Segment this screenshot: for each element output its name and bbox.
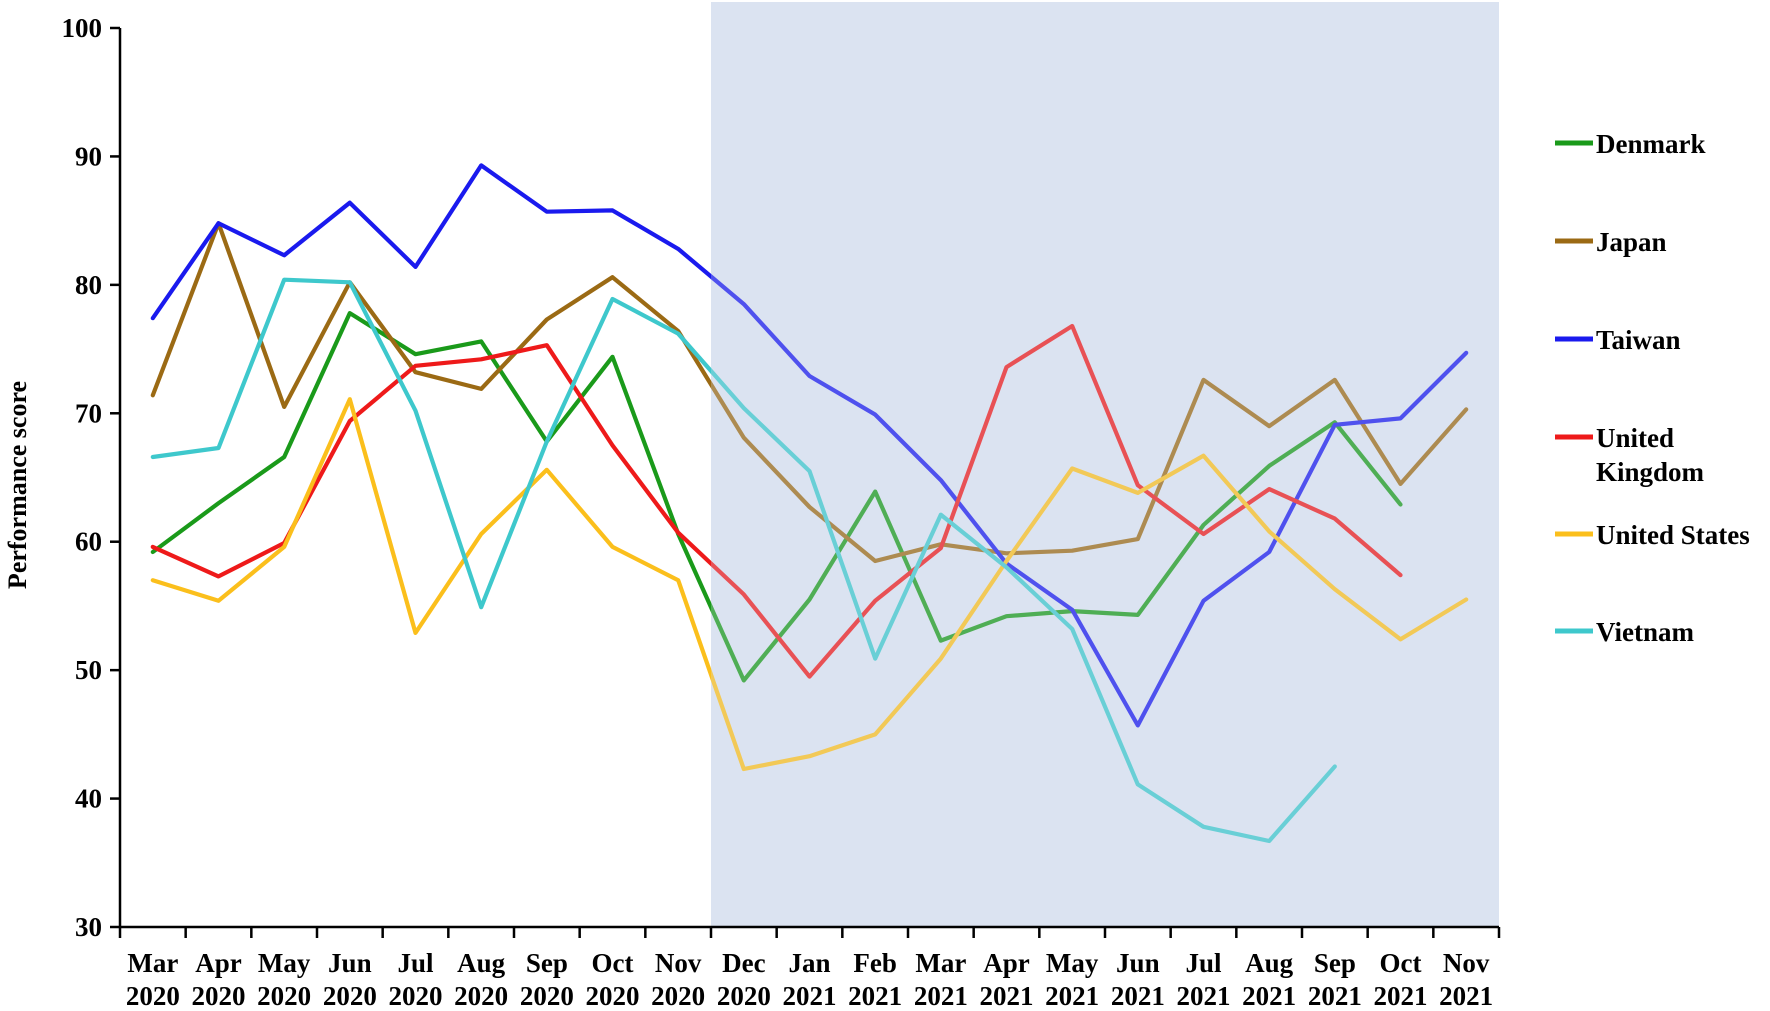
x-tick-label-month: Oct [592, 948, 634, 978]
x-tick-label-month: Apr [983, 948, 1030, 978]
x-tick-label-month: Jul [1185, 948, 1222, 978]
x-tick-label-year: 2021 [1111, 981, 1165, 1011]
x-tick-label-month: May [1046, 948, 1099, 978]
x-tick-label-month: Nov [655, 948, 702, 978]
legend: Denmark Japan Taiwan United Kingdom United St… [1555, 129, 1750, 647]
legend-label: Vietnam [1596, 617, 1694, 647]
x-tick-label-month: Feb [853, 948, 897, 978]
x-tick-label-year: 2021 [1242, 981, 1296, 1011]
x-tick-label-month: Jun [328, 948, 372, 978]
y-tick-label: 60 [75, 527, 102, 557]
x-tick-label-month: Oct [1380, 948, 1422, 978]
legend-label: Kingdom [1596, 457, 1705, 487]
x-tick-label-month: Aug [457, 948, 506, 978]
y-tick-label: 70 [75, 398, 102, 428]
x-tick-label-month: Dec [722, 948, 765, 978]
series-line-japan [150, 221, 1469, 564]
x-tick-label-year: 2020 [389, 981, 443, 1011]
y-tick-label: 30 [75, 912, 102, 942]
x-tick-label-month: Nov [1443, 948, 1490, 978]
x-tick-label-month: Jun [1116, 948, 1160, 978]
legend-label: Taiwan [1596, 325, 1681, 355]
x-tick-label-year: 2020 [454, 981, 508, 1011]
x-tick-label-month: Sep [526, 948, 568, 978]
y-axis-ticks: 30 40 50 60 70 80 90 100 [62, 13, 120, 942]
x-axis-ticks: Mar2020Apr2020May2020Jun2020Jul2020Aug20… [118, 927, 1501, 1011]
legend-label: Japan [1596, 227, 1667, 257]
shaded-overlay [711, 2, 1499, 927]
legend-label: United States [1596, 520, 1750, 550]
series-line-denmark [150, 311, 1403, 683]
x-tick-label-month: Apr [195, 948, 242, 978]
series-line-vietnam [150, 277, 1337, 844]
x-tick-label-year: 2021 [914, 981, 968, 1011]
x-tick-label-year: 2021 [783, 981, 837, 1011]
x-tick-label-year: 2021 [1308, 981, 1362, 1011]
x-tick-label-year: 2020 [717, 981, 771, 1011]
x-tick-label-year: 2021 [980, 981, 1034, 1011]
x-tick-label-month: Mar [915, 948, 966, 978]
x-tick-label-year: 2020 [586, 981, 640, 1011]
x-tick-label-month: Jan [788, 948, 830, 978]
x-tick-label-year: 2021 [1177, 981, 1231, 1011]
y-tick-label: 40 [75, 784, 102, 814]
x-tick-label-year: 2020 [257, 981, 311, 1011]
x-tick-label-month: Sep [1314, 948, 1356, 978]
y-axis-title: Performance score [3, 381, 32, 589]
x-tick-label-year: 2020 [520, 981, 574, 1011]
series-line-taiwan [150, 163, 1469, 728]
x-tick-label-month: Jul [397, 948, 434, 978]
x-tick-label-month: Mar [127, 948, 178, 978]
x-tick-label-month: Aug [1245, 948, 1294, 978]
y-tick-label: 50 [75, 655, 102, 685]
x-tick-label-year: 2021 [1439, 981, 1493, 1011]
x-tick-label-year: 2020 [651, 981, 705, 1011]
y-tick-label: 90 [75, 141, 102, 171]
x-tick-label-year: 2020 [192, 981, 246, 1011]
legend-label: Denmark [1596, 129, 1706, 159]
axes [118, 28, 1499, 929]
legend-label: United [1596, 423, 1674, 453]
x-tick-label-year: 2021 [1045, 981, 1099, 1011]
y-tick-label: 80 [75, 270, 102, 300]
x-tick-label-month: May [258, 948, 311, 978]
x-tick-label-year: 2020 [323, 981, 377, 1011]
x-tick-label-year: 2021 [1374, 981, 1428, 1011]
x-tick-label-year: 2020 [126, 981, 180, 1011]
series-line-united-kingdom [150, 323, 1403, 679]
series-lines [150, 2, 1499, 927]
x-tick-label-year: 2021 [848, 981, 902, 1011]
series-line-united-states [150, 397, 1469, 772]
y-tick-label: 100 [62, 13, 103, 43]
